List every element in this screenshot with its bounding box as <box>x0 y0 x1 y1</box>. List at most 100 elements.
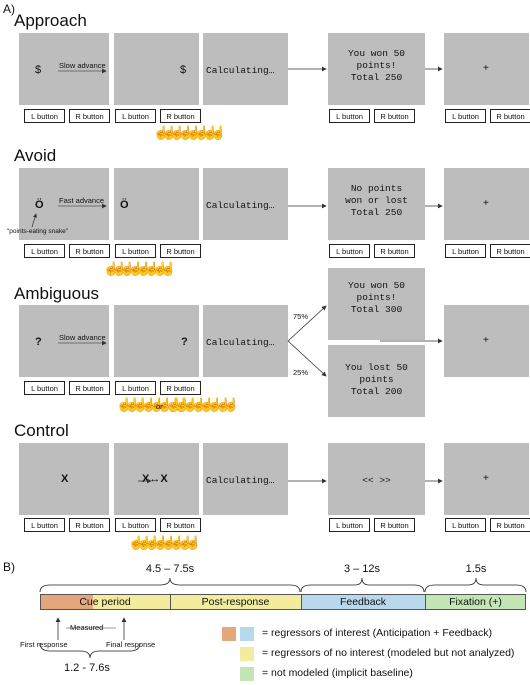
snake-icon: Ö <box>35 199 44 211</box>
feedback-line-1: No points <box>350 183 403 194</box>
bracket-response <box>39 642 141 659</box>
ambiguous-calculating-screen: Calculating… <box>203 305 288 377</box>
l-button[interactable]: L button <box>329 109 370 123</box>
feedback-line-2: points! <box>356 60 397 71</box>
approach-calculating-screen: Calculating… <box>203 33 288 105</box>
duration-cue-post: 4.5 – 7.5s <box>145 563 195 575</box>
r-button[interactable]: R button <box>160 109 201 123</box>
r-button[interactable]: R button <box>69 518 110 532</box>
ambiguous-fixation-screen: + <box>444 305 529 377</box>
l-button[interactable]: L button <box>445 518 486 532</box>
l-button[interactable]: L button <box>115 109 156 123</box>
dollar-icon: $ <box>35 64 42 76</box>
l-button[interactable]: L button <box>115 518 156 532</box>
prob-loss-label: 25% <box>293 368 309 377</box>
control-feedback-screen: << >> <box>328 443 425 515</box>
timeline-divider <box>301 594 302 610</box>
feedback-text: You won 50 points! Total 250 <box>328 48 425 84</box>
snake-label: "points-eating snake" <box>7 228 68 235</box>
legend-not-modeled: = not modeled (implicit baseline) <box>262 667 413 679</box>
advance-label: Slow advance <box>59 333 106 342</box>
r-button[interactable]: R button <box>490 244 530 258</box>
pressing-hands-icon: ☝☝☝☝☝☝☝☝ <box>128 535 201 550</box>
calculating-text: Calculating… <box>206 337 275 348</box>
question-icon: ? <box>35 336 42 348</box>
snake-pointer-arrow <box>31 213 37 228</box>
r-button[interactable]: R button <box>69 244 110 258</box>
r-button[interactable]: R button <box>160 518 201 532</box>
legend-swatch-green <box>240 667 254 681</box>
pressing-hands-icon: ☝☝☝☝☝☝☝☝ <box>153 125 226 140</box>
fixation-cross: + <box>483 473 489 484</box>
r-button[interactable]: R button <box>374 109 415 123</box>
approach-fixation-screen: + <box>444 33 529 105</box>
bracket-cue-post <box>39 577 301 593</box>
fixation-segment: Fixation (+) <box>425 594 526 610</box>
avoid-calculating-screen: Calculating… <box>203 168 288 240</box>
calculating-text: Calculating… <box>206 65 275 76</box>
l-button[interactable]: L button <box>24 381 65 395</box>
or-label: or <box>156 402 163 411</box>
feedback-segment: Feedback <box>301 594 425 610</box>
bracket-feedback <box>300 577 425 593</box>
control-fixation-screen: + <box>444 443 529 515</box>
legend-interest: = regressors of interest (Anticipation +… <box>262 627 492 639</box>
flow-arrow-win <box>287 305 327 342</box>
avoid-title: Avoid <box>14 146 57 165</box>
feedback-line-2: points <box>359 374 394 385</box>
feedback-text: No points won or lost Total 250 <box>328 183 425 219</box>
l-button[interactable]: L button <box>445 244 486 258</box>
feedback-line-2: points! <box>356 292 397 303</box>
prob-win-label: 75% <box>293 312 309 321</box>
final-response-label: Final response <box>106 640 156 649</box>
post-response-segment: Post-response <box>170 594 301 610</box>
feedback-line-2: won or lost <box>345 195 408 206</box>
timeline-divider <box>425 594 426 610</box>
timeline-outline <box>40 594 526 610</box>
panel-b-label: B) <box>3 560 15 574</box>
feedback-line-3: Total 250 <box>350 207 403 218</box>
ambiguous-win-screen: You won 50 points! Total 300 <box>328 268 425 340</box>
duration-response: 1.2 - 7.6s <box>64 662 110 674</box>
fixation-cross: + <box>483 198 489 209</box>
cue-period-label: Cue period <box>79 596 131 608</box>
question-icon: ? <box>181 336 188 348</box>
r-button[interactable]: R button <box>374 518 415 532</box>
l-button[interactable]: L button <box>24 109 65 123</box>
l-button[interactable]: L button <box>329 244 370 258</box>
r-button[interactable]: R button <box>160 244 201 258</box>
l-button[interactable]: L button <box>115 381 156 395</box>
approach-title: Approach <box>14 11 87 30</box>
r-button[interactable]: R button <box>374 244 415 258</box>
r-button[interactable]: R button <box>160 381 201 395</box>
feedback-line-3: Total 300 <box>350 304 403 315</box>
l-button[interactable]: L button <box>24 518 65 532</box>
calculating-text: Calculating… <box>206 200 275 211</box>
duration-feedback: 3 – 12s <box>343 563 381 575</box>
r-button[interactable]: R button <box>69 381 110 395</box>
x-icon: X <box>61 473 69 485</box>
r-button[interactable]: R button <box>490 518 530 532</box>
bracket-fixation <box>424 577 527 593</box>
feedback-text: You lost 50 points Total 200 <box>328 362 425 398</box>
feedback-line-1: You won 50 <box>347 48 405 59</box>
l-button[interactable]: L button <box>329 518 370 532</box>
ambiguous-cue-screen: ? Slow advance <box>19 305 109 377</box>
advance-label: Slow advance <box>59 61 106 70</box>
cue-period-yellow-segment <box>93 594 170 610</box>
approach-feedback-screen: You won 50 points! Total 250 <box>328 33 425 105</box>
r-button[interactable]: R button <box>490 109 530 123</box>
legend-swatch-yellow <box>240 647 254 661</box>
fixation-cross: + <box>483 335 489 346</box>
l-button[interactable]: L button <box>445 109 486 123</box>
r-button[interactable]: R button <box>69 109 110 123</box>
l-button[interactable]: L button <box>115 244 156 258</box>
feedback-line-1: You lost 50 <box>345 362 408 373</box>
pressing-hands-icon: ☝☝☝☝☝☝☝☝ <box>103 261 176 276</box>
control-calculating-screen: Calculating… <box>203 443 288 515</box>
ambiguous-title: Ambiguous <box>14 284 100 303</box>
timeline-divider <box>170 594 171 610</box>
advance-label: Fast advance <box>59 196 105 205</box>
duration-fixation: 1.5s <box>465 563 487 575</box>
l-button[interactable]: L button <box>24 244 65 258</box>
